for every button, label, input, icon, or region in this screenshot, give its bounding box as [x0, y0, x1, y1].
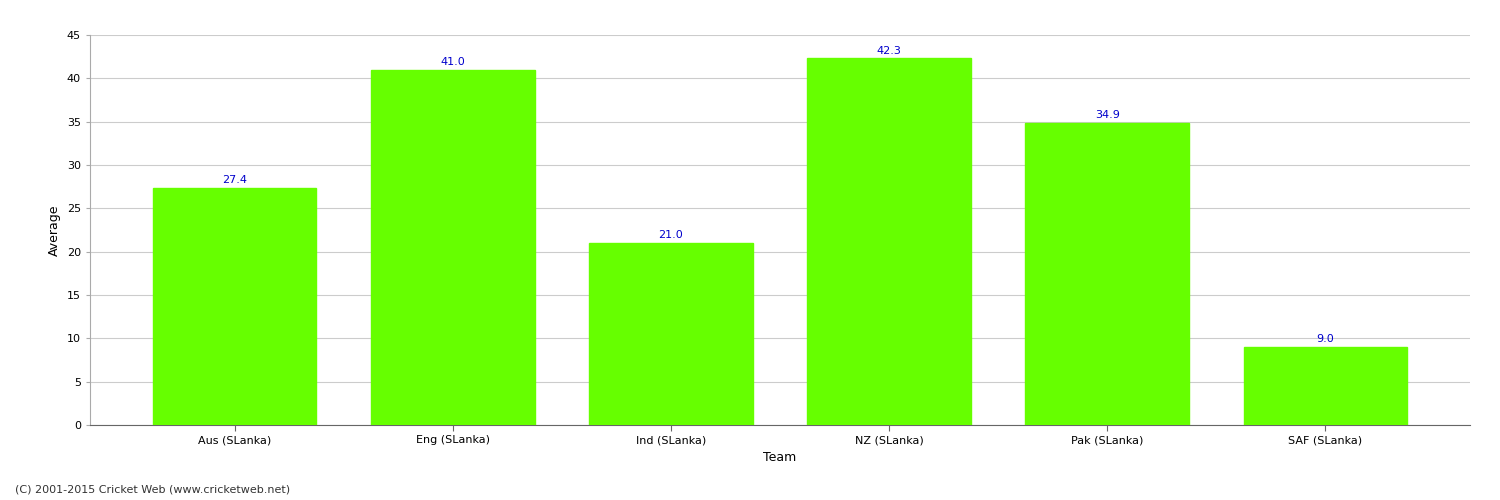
- Text: 41.0: 41.0: [441, 57, 465, 67]
- Bar: [153, 188, 316, 425]
- Text: 42.3: 42.3: [876, 46, 902, 56]
- Text: (C) 2001-2015 Cricket Web (www.cricketweb.net): (C) 2001-2015 Cricket Web (www.cricketwe…: [15, 485, 290, 495]
- Text: 9.0: 9.0: [1317, 334, 1335, 344]
- Bar: [1026, 122, 1190, 425]
- Y-axis label: Average: Average: [48, 204, 62, 256]
- X-axis label: Team: Team: [764, 451, 796, 464]
- Text: 27.4: 27.4: [222, 175, 248, 185]
- Bar: [1244, 347, 1407, 425]
- Bar: [590, 243, 753, 425]
- Bar: [370, 70, 534, 425]
- Text: 21.0: 21.0: [658, 230, 684, 240]
- Bar: [807, 58, 970, 425]
- Text: 34.9: 34.9: [1095, 110, 1119, 120]
